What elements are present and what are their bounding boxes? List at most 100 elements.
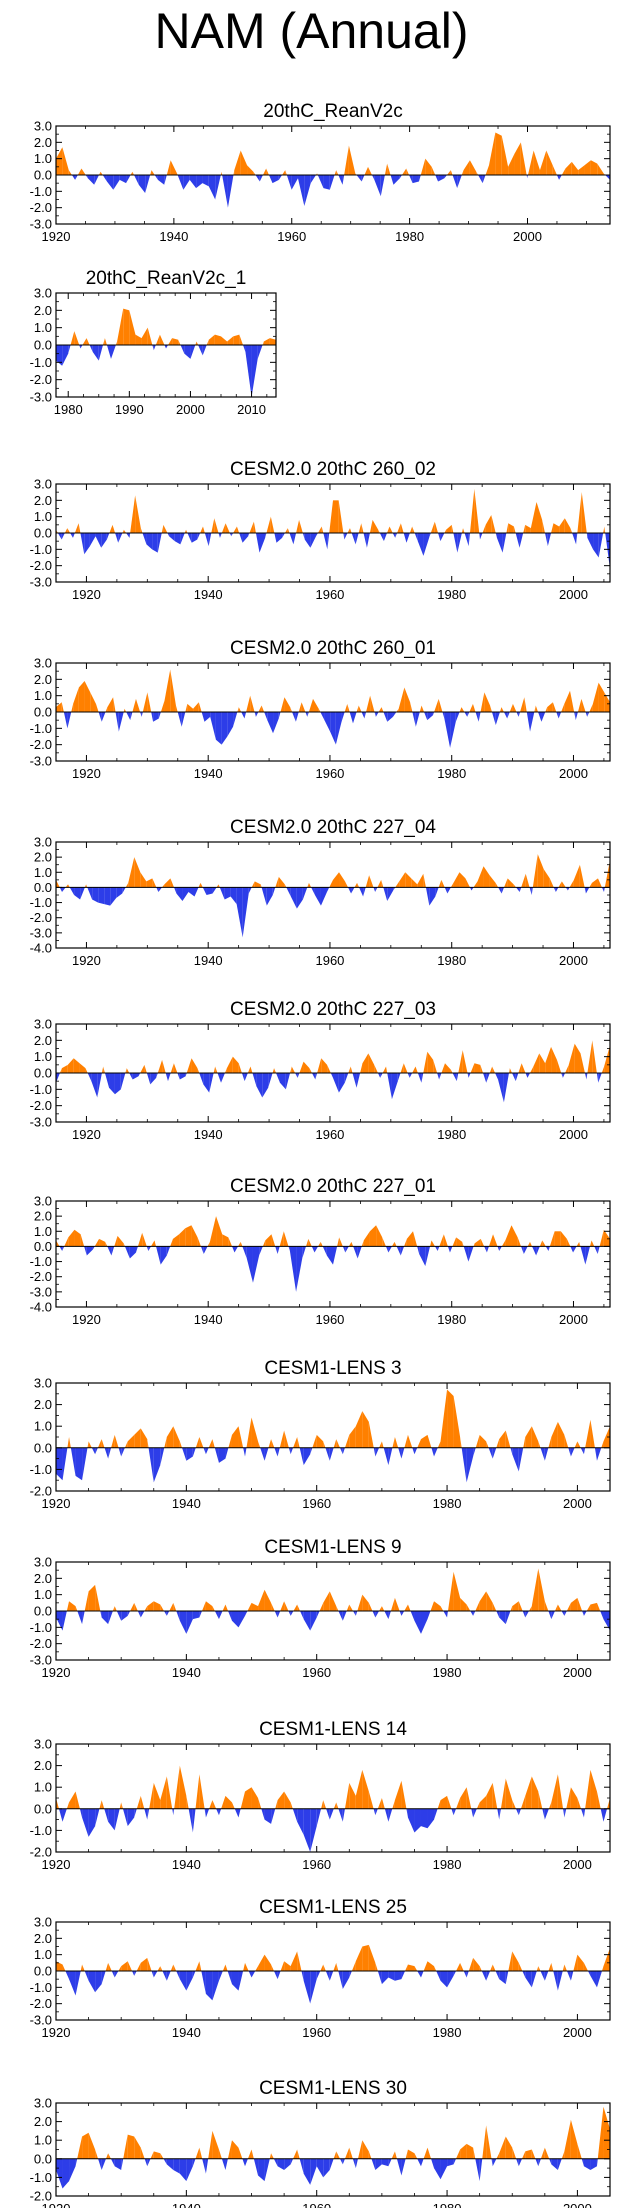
positive-area-segment	[505, 1430, 511, 1448]
positive-area-segment	[221, 1795, 226, 1809]
negative-area-segment	[79, 1808, 83, 1818]
positive-area-segment	[577, 1954, 584, 1971]
positive-area-segment	[59, 1068, 62, 1073]
negative-area-segment	[174, 533, 181, 545]
y-tick-label: -3.0	[30, 1284, 52, 1299]
negative-area-segment	[164, 345, 166, 349]
positive-area-segment	[78, 680, 85, 712]
negative-area-segment	[527, 175, 528, 179]
y-tick-label: -2.0	[30, 1636, 52, 1651]
negative-area-segment	[177, 175, 184, 190]
positive-area-segment	[227, 2140, 232, 2159]
positive-area-segment	[164, 1437, 167, 1448]
negative-area-segment	[62, 1246, 65, 1251]
negative-area-segment	[447, 887, 451, 894]
positive-area-segment	[212, 1439, 215, 1448]
positive-area-segment	[135, 334, 142, 345]
positive-area-segment	[225, 1604, 229, 1611]
negative-area-segment	[531, 887, 533, 895]
positive-area-segment	[114, 1434, 119, 1448]
negative-area-segment	[583, 1447, 586, 1455]
negative-area-segment	[114, 1073, 121, 1095]
positive-area-segment	[240, 1791, 246, 1809]
positive-area-segment	[552, 165, 557, 175]
negative-area-segment	[70, 533, 73, 538]
positive-area-segment	[539, 150, 547, 175]
positive-area-segment	[74, 1229, 81, 1247]
positive-area-segment	[460, 1787, 467, 1809]
negative-area-segment	[68, 345, 71, 354]
positive-area-segment	[147, 1439, 149, 1448]
y-tick-label: -2.0	[30, 910, 52, 925]
x-tick-label: 1980	[395, 229, 424, 244]
negative-area-segment	[101, 533, 107, 548]
positive-area-segment	[534, 705, 536, 712]
positive-area-segment	[108, 1962, 112, 1971]
positive-area-segment	[461, 707, 465, 712]
positive-area-segment	[482, 524, 486, 533]
x-tick-label: 1960	[302, 2201, 331, 2208]
positive-area-segment	[56, 147, 63, 175]
positive-area-segment	[514, 142, 521, 175]
negative-area-segment	[245, 1611, 248, 1616]
negative-area-segment	[266, 887, 273, 906]
positive-area-segment	[354, 882, 358, 888]
positive-area-segment	[551, 1774, 558, 1809]
negative-area-segment	[297, 175, 305, 207]
negative-area-segment	[325, 1971, 330, 1981]
negative-area-segment	[590, 2158, 597, 2170]
negative-area-segment	[596, 1971, 602, 1988]
positive-area-segment	[394, 2151, 397, 2159]
negative-area-segment	[210, 712, 216, 740]
positive-area-segment	[531, 1426, 539, 1448]
positive-area-segment	[147, 1601, 154, 1611]
negative-area-segment	[593, 533, 599, 558]
negative-area-segment	[499, 1808, 501, 1820]
negative-area-segment	[439, 1073, 442, 1080]
positive-area-segment	[170, 669, 176, 712]
negative-area-segment	[531, 1971, 537, 1988]
negative-area-segment	[344, 1073, 349, 1083]
negative-area-segment	[463, 1971, 467, 1978]
negative-area-segment	[228, 1611, 232, 1621]
positive-area-segment	[84, 884, 87, 888]
positive-area-segment	[95, 703, 99, 712]
positive-area-segment	[345, 881, 349, 888]
negative-area-segment	[114, 1808, 120, 1831]
positive-area-segment	[195, 1961, 200, 1971]
positive-area-segment	[172, 338, 179, 345]
negative-area-segment	[206, 887, 213, 895]
positive-area-segment	[291, 1066, 296, 1073]
negative-area-segment	[215, 175, 221, 200]
negative-area-segment	[475, 2158, 480, 2182]
x-tick-label: 1980	[437, 953, 466, 968]
negative-area-segment	[111, 1246, 115, 1256]
positive-area-segment	[173, 1602, 177, 1611]
positive-area-segment	[538, 1966, 541, 1971]
positive-area-segment	[56, 1798, 59, 1809]
positive-area-segment	[202, 1601, 206, 1611]
negative-area-segment	[342, 1246, 346, 1253]
negative-area-segment	[212, 1971, 219, 2001]
positive-area-segment	[360, 1063, 363, 1073]
positive-area-segment	[512, 2147, 517, 2159]
positive-area-segment	[395, 881, 400, 888]
y-tick-label: -1.0	[30, 1462, 52, 1477]
negative-area-segment	[101, 1971, 106, 1985]
negative-area-segment	[302, 887, 308, 900]
positive-area-segment	[136, 1795, 141, 1809]
negative-area-segment	[261, 887, 267, 906]
positive-area-segment	[142, 1232, 147, 1247]
negative-area-segment	[289, 533, 294, 545]
positive-area-segment	[211, 518, 215, 533]
positive-area-segment	[69, 1791, 76, 1809]
negative-area-segment	[118, 1447, 122, 1457]
positive-area-segment	[391, 1241, 395, 1247]
positive-area-segment	[361, 1240, 364, 1247]
negative-area-segment	[381, 1971, 389, 1985]
positive-area-segment	[381, 879, 384, 888]
negative-area-segment	[447, 2158, 454, 2167]
negative-area-segment	[349, 1971, 352, 1978]
positive-area-segment	[415, 1066, 418, 1073]
positive-area-segment	[124, 708, 127, 712]
